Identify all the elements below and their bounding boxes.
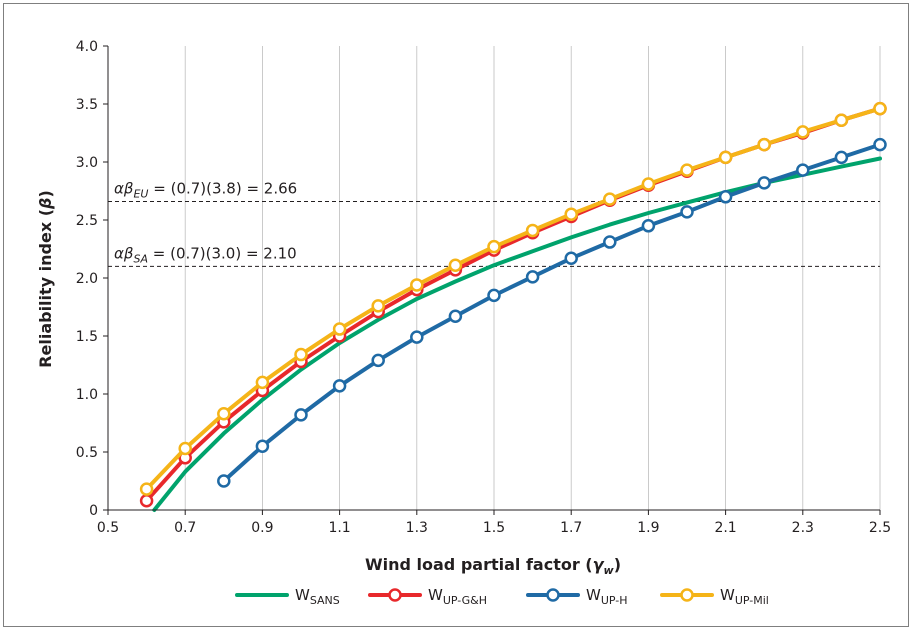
data-point (603, 192, 617, 206)
data-point (448, 309, 463, 324)
series-line (144, 106, 882, 503)
data-point (718, 150, 733, 165)
reference-line-label: αβEU = (0.7)(3.8) = 2.66 (114, 179, 297, 200)
legend-label: WUP-Mil (720, 586, 769, 607)
y-tick-label: 0.5 (76, 445, 98, 461)
legend-item: WSANS (235, 586, 340, 607)
data-point (487, 239, 501, 254)
data-point (564, 207, 578, 221)
legend-label: WUP-G&H (428, 586, 487, 607)
data-point (834, 150, 849, 165)
data-point (332, 379, 347, 393)
x-tick-label: 0.7 (174, 520, 196, 536)
data-point (641, 177, 656, 191)
legend-label: WUP-H (586, 586, 628, 607)
data-point (525, 223, 540, 238)
data-point (255, 375, 270, 390)
data-point (448, 258, 463, 272)
data-point (487, 288, 501, 303)
series-line (152, 156, 882, 512)
data-point (410, 278, 424, 292)
y-tick-label: 1.5 (76, 329, 98, 345)
series-line (144, 106, 882, 492)
x-tick-label: 1.3 (406, 520, 428, 536)
data-point (294, 408, 308, 422)
x-tick-label: 1.5 (483, 520, 505, 536)
x-tick-label: 1.7 (560, 520, 582, 536)
data-point (217, 406, 231, 421)
data-point (680, 205, 694, 219)
data-point (139, 482, 154, 496)
legend-item: WUP-Mil (660, 586, 769, 607)
data-point (757, 176, 771, 190)
series-up-h (217, 137, 887, 488)
series-up-g-h (139, 101, 887, 508)
y-tick-label: 2.0 (76, 271, 98, 287)
data-point (178, 441, 192, 456)
y-tick-label: 3.5 (76, 97, 98, 113)
axes (103, 45, 881, 515)
data-point (255, 439, 270, 453)
x-tick-label: 0.9 (251, 520, 273, 536)
data-point (796, 125, 810, 139)
x-tick-label: 2.5 (869, 520, 891, 536)
data-point (332, 322, 347, 336)
data-point (796, 163, 810, 177)
tick-labels: 0.5 0.7 0.9 1.1 1.3 1.5 1.7 1.9 2.1 2.3 2.500.51.0… (76, 39, 891, 536)
series-layer (139, 101, 887, 512)
legend-item: WUP-G&H (368, 586, 487, 607)
figure-frame (3, 3, 909, 627)
data-point (294, 347, 308, 362)
data-point (680, 163, 694, 177)
grid (184, 46, 881, 510)
data-point (641, 219, 656, 233)
y-tick-label: 3.0 (76, 155, 98, 171)
x-tick-label: 1.9 (637, 520, 659, 536)
data-point (371, 353, 385, 368)
data-point (834, 113, 849, 127)
y-axis-label: Reliability index (β) (36, 190, 55, 368)
legend-marker (546, 588, 560, 602)
data-point (873, 137, 887, 152)
series-sans (152, 156, 882, 512)
x-tick-label: 0.5 (97, 520, 119, 536)
data-point (525, 270, 540, 284)
x-tick-label: 2.3 (792, 520, 814, 536)
data-point (757, 137, 771, 152)
data-point (603, 235, 617, 249)
legend-marker (388, 588, 402, 602)
legend-label: WSANS (295, 586, 340, 607)
x-tick-label: 2.1 (714, 520, 736, 536)
legend: WSANS WUP-G&H WUP-H WUP-Mil (235, 586, 769, 607)
series-up-mil (139, 101, 887, 496)
legend-item: WUP-H (526, 586, 628, 607)
data-point (564, 251, 578, 266)
data-point (410, 330, 424, 344)
y-tick-label: 2.5 (76, 213, 98, 229)
y-tick-label: 1.0 (76, 387, 98, 403)
data-point (371, 299, 385, 313)
legend-marker (680, 588, 694, 602)
data-point (217, 474, 231, 488)
y-tick-label: 4.0 (76, 39, 98, 55)
x-axis-label: Wind load partial factor (γw) (365, 555, 621, 577)
reference-line-label: αβSA = (0.7)(3.0) = 2.10 (114, 244, 297, 265)
data-point (718, 190, 733, 204)
data-point (139, 493, 154, 508)
data-point (873, 101, 887, 116)
y-tick-label: 0 (89, 503, 98, 519)
x-tick-label: 1.1 (328, 520, 350, 536)
series-line (221, 142, 882, 483)
